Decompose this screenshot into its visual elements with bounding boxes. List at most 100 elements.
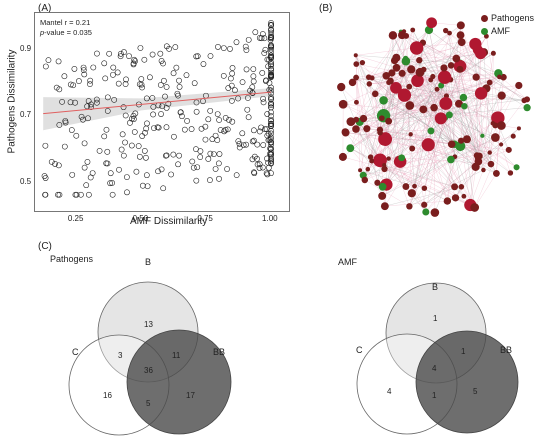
pathogen-node [410, 27, 416, 33]
scatter-point [244, 106, 251, 113]
pathogen-node [412, 183, 417, 189]
amf-node [346, 144, 355, 153]
scatter-point [256, 35, 263, 41]
scatter-point [175, 92, 181, 99]
scatter-point [143, 172, 150, 179]
scatter-point [55, 191, 61, 198]
scatter-point [175, 161, 181, 168]
p-value-text: p-value = 0.035 [40, 28, 92, 37]
scatter-point [256, 161, 263, 168]
pathogen-node [421, 201, 428, 208]
panel-b-label: (B) [319, 3, 333, 14]
scatter-point [177, 109, 184, 116]
pathogen-node [434, 112, 447, 125]
pathogen-node [406, 203, 413, 210]
scatter-point [158, 111, 164, 117]
scatter-point [139, 182, 146, 189]
scatter-point [61, 143, 68, 150]
scatter-point [130, 116, 137, 122]
pathogen-node [426, 17, 437, 29]
amf-node [403, 55, 409, 62]
regression-line [43, 91, 272, 115]
scatter-point [104, 148, 111, 155]
scatter-point [229, 65, 236, 71]
pathogen-node [486, 79, 493, 86]
pathogen-node [428, 77, 434, 83]
pathogen-node [409, 41, 424, 55]
scatter-point [111, 96, 118, 103]
scatter-point [264, 171, 271, 178]
scatter-point [142, 129, 148, 136]
venn1-all: 36 [144, 366, 153, 375]
amf-node [445, 111, 453, 119]
scatter-point [165, 100, 172, 107]
scatter-point [90, 64, 97, 71]
scatter-point [176, 83, 183, 90]
scatter-point [87, 81, 93, 87]
pathogen-node [398, 31, 407, 40]
scatter-point [189, 158, 196, 165]
pathogen-node [497, 91, 506, 100]
scatter-point [128, 115, 135, 122]
scatter-point [250, 66, 257, 72]
scatter-point [160, 60, 166, 67]
scatter-point [155, 168, 161, 175]
pathogen-node [461, 193, 467, 199]
pathogen-node [440, 64, 448, 72]
scatter-point [216, 151, 223, 157]
scatter-point [227, 45, 233, 52]
scatter-point [260, 142, 267, 148]
scatter-point [261, 50, 268, 56]
pathogen-node [492, 170, 500, 177]
scatter-point [122, 81, 129, 87]
scatter-point [264, 56, 271, 63]
scatter-point [217, 127, 224, 133]
x-tick-label: 0.75 [197, 214, 213, 223]
scatter-point [87, 174, 94, 181]
y-tick-label: 0.9 [20, 44, 32, 54]
scatter-point [264, 111, 271, 117]
pathogen-node [510, 133, 516, 139]
scatter-point [249, 90, 256, 97]
scatter-point [268, 49, 274, 56]
x-tick-label: 1.00 [262, 214, 278, 223]
scatter-point [243, 141, 250, 148]
scatter-point [181, 126, 188, 133]
scatter-point [69, 171, 76, 178]
pathogen-node [353, 74, 360, 81]
amf-node [427, 127, 435, 135]
scatter-point [254, 155, 260, 162]
pathogen-node [456, 65, 464, 73]
scatter-point [107, 180, 114, 187]
scatter-point [251, 137, 257, 144]
pathogen-node [363, 125, 371, 133]
pathogen-node [474, 154, 482, 162]
scatter-point [141, 56, 148, 63]
pathogen-node [430, 103, 438, 112]
scatter-point [162, 152, 169, 159]
scatter-point [233, 172, 240, 179]
scatter-point [101, 60, 108, 67]
pathogen-node [361, 176, 369, 184]
scatter-point [268, 72, 274, 78]
pathogen-node [382, 71, 391, 80]
scatter-point [136, 153, 143, 160]
pathogen-node [378, 132, 393, 146]
pathogen-node [524, 96, 531, 103]
scatter-point [268, 104, 274, 111]
pathogen-node [406, 83, 413, 90]
scatter-point [88, 101, 94, 108]
pathogen-node [415, 67, 425, 77]
scatter-point [94, 50, 100, 57]
scatter-point [81, 140, 88, 147]
pathogen-node [443, 197, 451, 205]
scatter-point [133, 168, 140, 175]
scatter-point [216, 117, 223, 123]
venn1-b-c: 3 [118, 351, 123, 360]
scatter-point [143, 95, 150, 102]
scatter-point [268, 139, 274, 146]
confidence-band [43, 88, 272, 131]
scatter-point [122, 112, 129, 119]
scatter-point [193, 146, 199, 153]
pathogen-node [379, 115, 385, 121]
